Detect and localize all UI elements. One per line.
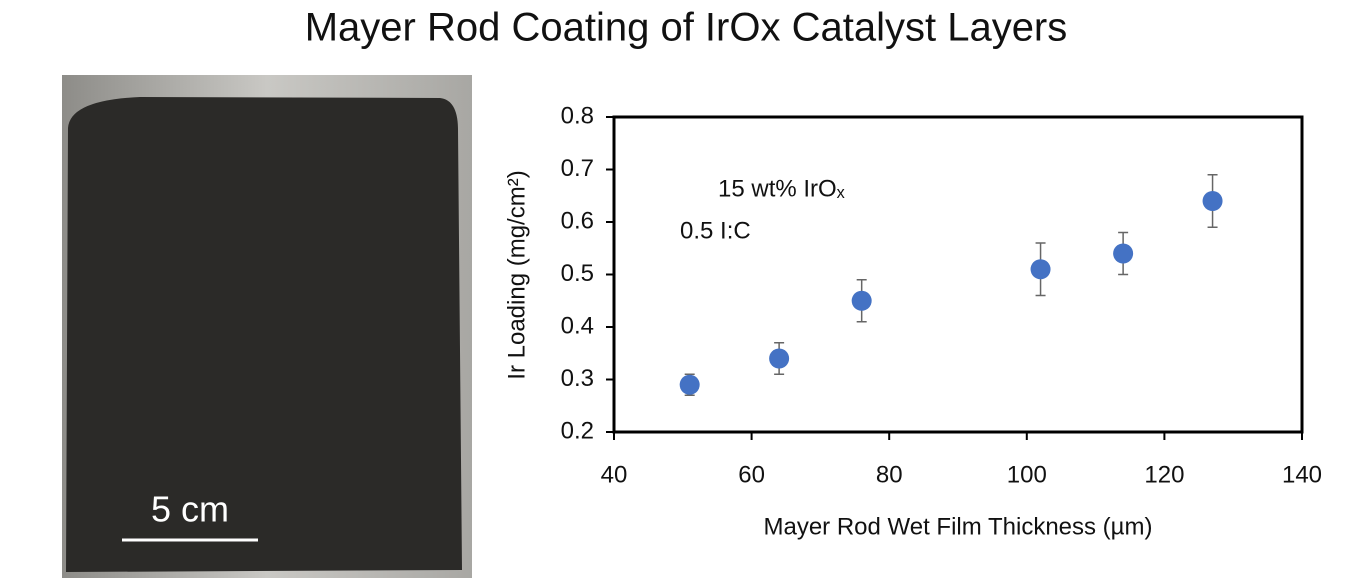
annotation: 0.5 I:C	[680, 217, 751, 244]
x-axis-label: Mayer Rod Wet Film Thickness (µm)	[763, 513, 1152, 540]
title: Mayer Rod Coating of IrOx Catalyst Layer…	[305, 6, 1068, 50]
point	[769, 348, 790, 369]
point	[1113, 243, 1134, 264]
x-tick-label: 120	[1144, 461, 1184, 488]
y-tick-label: 0.7	[561, 155, 594, 182]
x-tick-label: 60	[738, 461, 765, 488]
scale-label: 5 cm	[151, 489, 229, 530]
point	[851, 290, 872, 311]
x-tick-label: 100	[1007, 461, 1047, 488]
y-tick-label: 0.2	[561, 417, 594, 444]
photo: 5 cm	[62, 75, 472, 578]
point	[1202, 191, 1223, 211]
y-tick-label: 0.6	[561, 207, 594, 234]
x-tick-label: 140	[1282, 461, 1322, 488]
y-tick-label: 0.4	[561, 312, 594, 339]
annotation: 15 wt% IrOₓ	[718, 175, 845, 202]
coated-sheet	[66, 97, 462, 572]
point	[1030, 259, 1051, 280]
y-tick-label: 0.8	[561, 102, 594, 129]
y-axis-label: Ir Loading (mg/cm²)	[503, 170, 530, 379]
x-tick-label: 80	[876, 461, 903, 488]
y-tick-label: 0.5	[561, 260, 594, 287]
x-tick-label: 40	[601, 461, 628, 488]
point	[679, 374, 700, 395]
y-tick-label: 0.3	[561, 365, 594, 392]
plot-frame	[612, 115, 1304, 434]
